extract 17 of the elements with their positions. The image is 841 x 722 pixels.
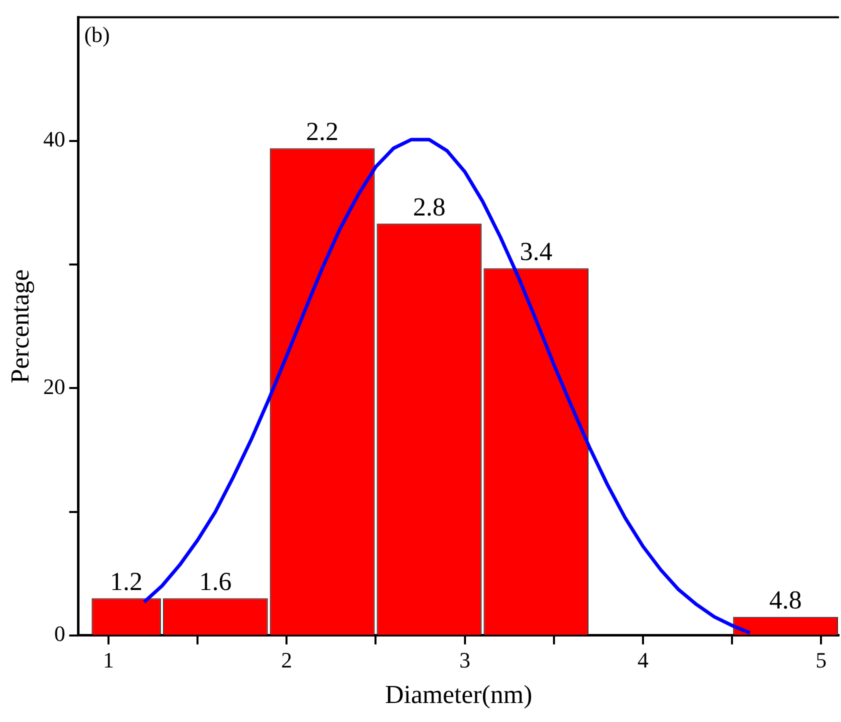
annotation: 4.8 bbox=[769, 586, 802, 615]
annotation: 2.2 bbox=[306, 117, 339, 146]
annotation: 3.4 bbox=[520, 237, 552, 266]
annotation: 1.2 bbox=[110, 567, 143, 596]
y-tick-label: 20 bbox=[43, 374, 66, 399]
x-tick-label: 4 bbox=[638, 647, 649, 672]
annotation: (b) bbox=[84, 22, 110, 47]
x-tick-label: 2 bbox=[281, 647, 292, 672]
x-axis-title: Diameter(nm) bbox=[384, 680, 532, 710]
y-tick-label: 40 bbox=[43, 126, 66, 152]
y-tick-label: 0 bbox=[54, 621, 66, 646]
annotation: 2.8 bbox=[412, 192, 446, 222]
x-tick-label: 3 bbox=[459, 647, 470, 672]
annotation: 1.6 bbox=[199, 567, 232, 596]
y-axis-title: Percentage bbox=[5, 269, 34, 384]
x-tick-label: 1 bbox=[102, 647, 114, 672]
x-tick-label: 5 bbox=[816, 647, 827, 672]
